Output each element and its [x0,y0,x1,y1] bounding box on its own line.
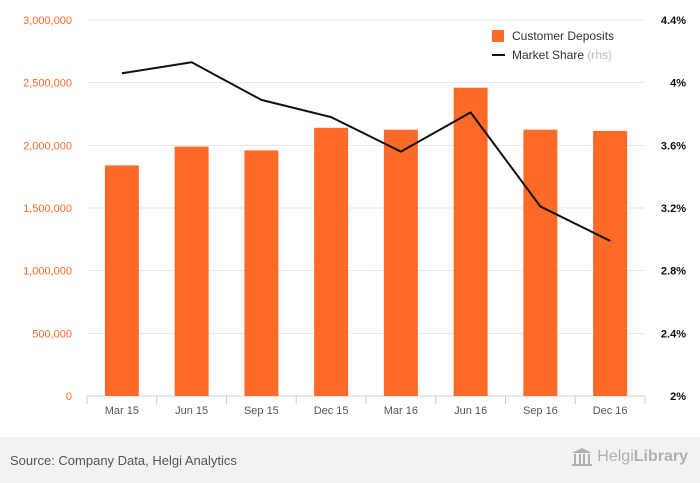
y-left-tick-label: 0 [66,391,72,403]
y-left-tick-label: 1,500,000 [23,203,72,215]
y-right-tick-label: 2% [670,391,686,403]
combo-chart: 0 2% 500,000 2.4% 1,000,000 2.8% 1,500,000 3.2%… [23,15,686,417]
y-right-tick-label: 4% [670,78,686,90]
x-tick-label: Jun 15 [175,405,208,417]
bar-customer-deposits [523,129,558,396]
footer: Source: Company Data, Helgi Analytics He… [0,437,700,483]
legend-rhs-note: (rhs) [587,48,612,62]
bar-customer-deposits [314,127,349,396]
bar-customer-deposits [383,129,418,396]
helgi-library-logo[interactable]: Helgi Library [571,447,688,467]
legend-swatch-customer-deposits [492,30,504,42]
x-tick-label: Dec 15 [314,405,349,417]
library-building-icon [572,448,593,466]
x-tick-label: Mar 15 [105,405,139,417]
bar-customer-deposits [593,130,628,397]
line-market-share [121,61,611,242]
y-right-tick-label: 4.4% [661,15,686,27]
x-tick-label: Sep 16 [523,405,558,417]
y-right-tick-label: 3.2% [661,203,686,215]
bar-customer-deposits [453,87,488,397]
y-right-tick-label: 3.6% [661,140,686,152]
x-tick-label: Sep 15 [244,405,279,417]
y-left-tick-label: 1,000,000 [23,266,72,278]
bar-customer-deposits [244,150,279,396]
x-tick-label: Mar 16 [384,405,418,417]
bar-customer-deposits [174,146,209,396]
y-right-tick-label: 2.8% [661,266,686,278]
logo-text-library: Library [633,448,688,465]
y-right-tick-label: 2.4% [661,328,686,340]
x-tick-label: Dec 16 [593,405,628,417]
legend-label-customer-deposits: Customer Deposits [512,29,614,43]
source-note: Source: Company Data, Helgi Analytics [10,453,237,468]
y-left-tick-label: 2,000,000 [23,140,72,152]
y-left-tick-label: 3,000,000 [23,15,72,27]
bar-customer-deposits [104,165,139,396]
logo-text-helgi: Helgi [597,448,634,465]
x-tick-label: Jun 16 [454,405,487,417]
y-left-tick-label: 2,500,000 [23,78,72,90]
legend-label-market-share: Market Share (rhs) [512,48,612,62]
y-left-tick-label: 500,000 [32,328,72,340]
